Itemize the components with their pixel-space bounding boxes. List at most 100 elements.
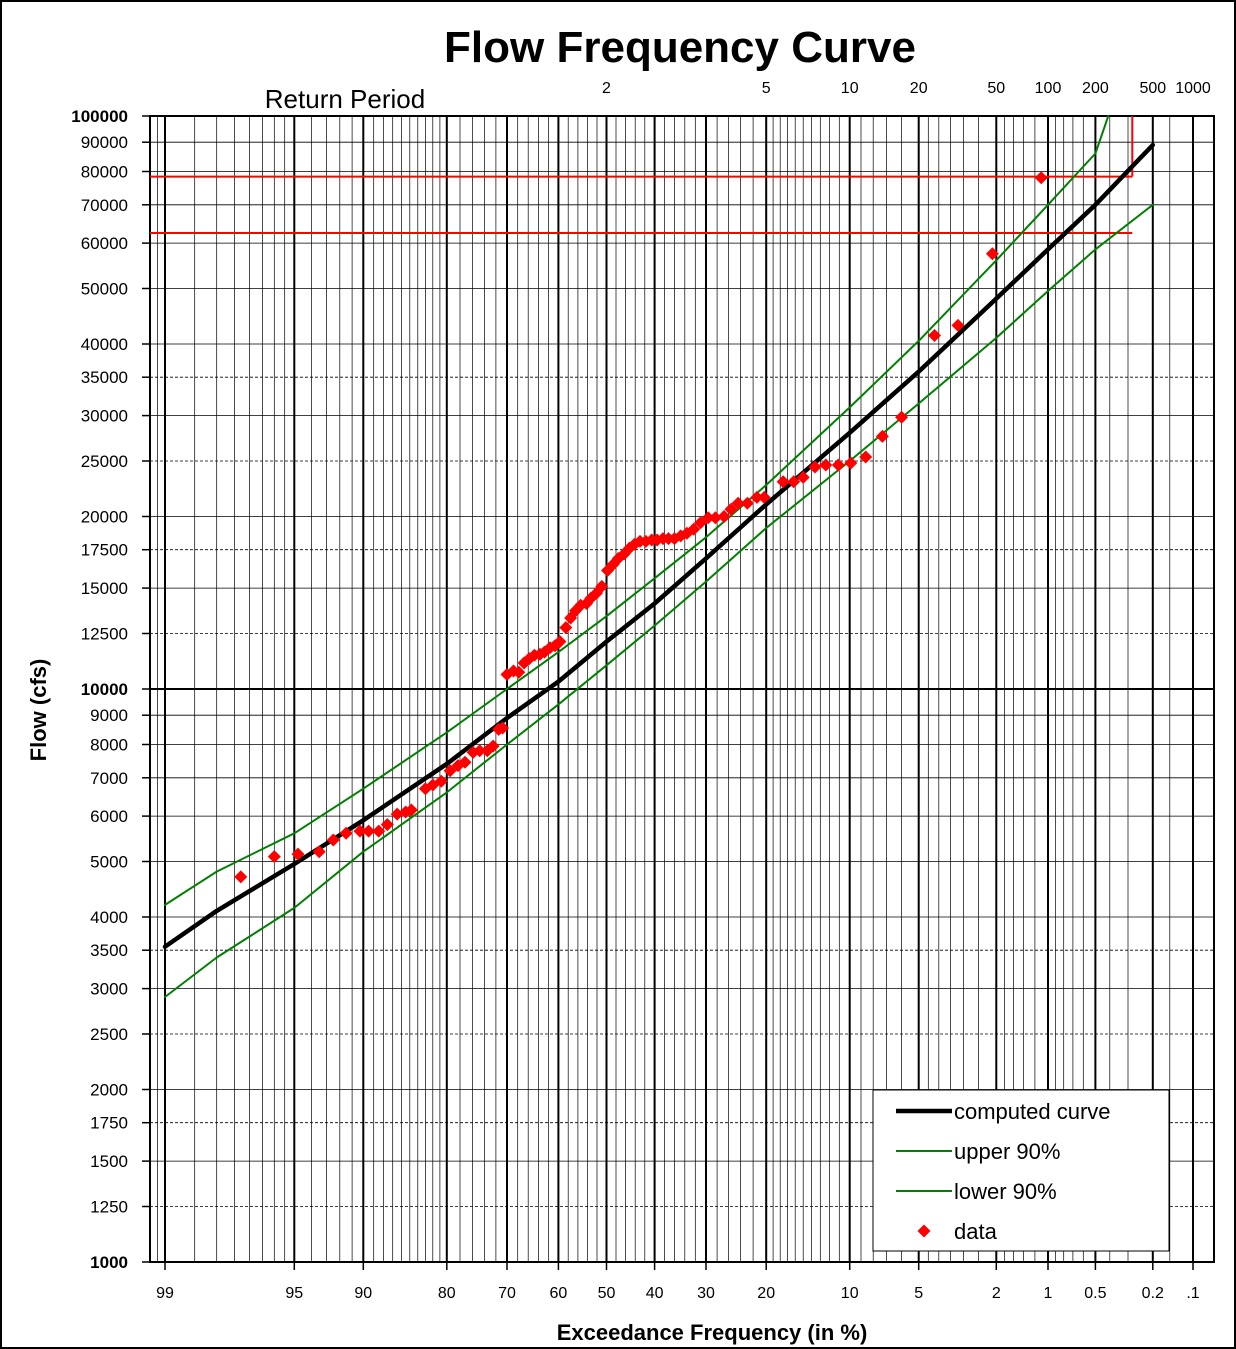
data-point (724, 502, 738, 516)
data-point (985, 247, 999, 261)
y-tick-label: 3000 (90, 980, 128, 999)
data-point (339, 826, 353, 840)
y-tick-label: 1250 (90, 1198, 128, 1217)
data-point (458, 755, 472, 769)
series (162, 115, 1156, 998)
x-tick-label: 80 (438, 1285, 456, 1302)
x-tick-label: 0.5 (1084, 1285, 1106, 1302)
data-point (267, 850, 281, 864)
y-tick-label: 9000 (90, 706, 128, 725)
x-tick-label: 20 (757, 1285, 775, 1302)
x-tick-label: 50 (598, 1285, 616, 1302)
data-point (353, 824, 367, 838)
y-tick-label: 60000 (81, 234, 128, 253)
data-point (701, 511, 715, 525)
x-tick-label: 10 (841, 1285, 859, 1302)
series-line-lower-90- (164, 203, 1154, 998)
x-tick-label: 70 (498, 1285, 516, 1302)
data-point (787, 475, 801, 489)
y-tick-label: 30000 (81, 407, 128, 426)
y-tick-label: 50000 (81, 280, 128, 299)
data-point (559, 621, 573, 635)
y-tick-label: 90000 (81, 133, 128, 152)
data-point (404, 803, 418, 817)
data-point (844, 456, 858, 470)
y-tick-label: 25000 (81, 452, 128, 471)
y-axis-ticks: 100000 90000 80000 70000 60000 50000 40000 3500… (71, 107, 150, 1272)
data-point (553, 635, 567, 649)
return-period-tick-label: 5 (762, 80, 771, 97)
data-point (819, 458, 833, 472)
y-tick-label: 2500 (90, 1025, 128, 1044)
y-tick-label: 100000 (71, 107, 128, 126)
data-point (687, 522, 701, 536)
x-tick-label: 40 (646, 1285, 664, 1302)
data-point (380, 818, 394, 832)
y-tick-label: 40000 (81, 335, 128, 354)
x-tick-label: 95 (285, 1285, 303, 1302)
y-tick-label: 4000 (90, 908, 128, 927)
y-tick-label: 5000 (90, 853, 128, 872)
y-tick-label: 8000 (90, 736, 128, 755)
y-tick-label: 1500 (90, 1152, 128, 1171)
return-period-tick-label: 200 (1082, 80, 1109, 97)
y-tick-label: 2000 (90, 1081, 128, 1100)
x-tick-label: 99 (156, 1285, 174, 1302)
x-tick-label: 30 (697, 1285, 715, 1302)
data-point (757, 490, 771, 504)
legend-label: computed curve (954, 1099, 1111, 1124)
y-tick-label: 35000 (81, 368, 128, 387)
data-point (496, 721, 510, 735)
y-tick-label: 80000 (81, 163, 128, 182)
x-tick-label: 1 (1044, 1285, 1053, 1302)
series-line-computed-curve (162, 142, 1156, 949)
y-tick-label: 15000 (81, 579, 128, 598)
x-tick-label: 90 (354, 1285, 372, 1302)
legend-box (872, 1089, 1170, 1252)
data-point (1034, 171, 1048, 185)
data-point (595, 579, 609, 593)
x-axis-label: Exceedance Frequency (in %) (557, 1320, 868, 1345)
data-point (512, 665, 526, 679)
return-period-tick-label: 100 (1035, 80, 1062, 97)
y-tick-label: 1000 (90, 1253, 128, 1272)
return-period-label: Return Period (265, 84, 425, 114)
data-point (928, 329, 941, 342)
data-point (951, 318, 965, 332)
data-point (234, 870, 248, 884)
x-tick-label: 5 (914, 1285, 923, 1302)
x-tick-label: 2 (992, 1285, 1001, 1302)
data-point (740, 496, 754, 510)
y-tick-label: 7000 (90, 769, 128, 788)
legend-label: lower 90% (954, 1179, 1057, 1204)
data-point (796, 470, 810, 484)
data-point (831, 458, 845, 472)
data-point (486, 739, 500, 753)
y-tick-label: 6000 (90, 807, 128, 826)
y-tick-label: 1750 (90, 1114, 128, 1133)
y-axis-label: Flow (cfs) (26, 659, 51, 762)
y-tick-label: 70000 (81, 196, 128, 215)
data-point (362, 824, 376, 838)
x-tick-label: 0.2 (1142, 1285, 1164, 1302)
return-period-tick-label: 20 (910, 80, 928, 97)
data-point (895, 410, 909, 424)
data-point (312, 845, 326, 859)
return-period-tick-label: 50 (987, 80, 1005, 97)
return-period-tick-label: 1000 (1175, 80, 1211, 97)
data-point (731, 496, 745, 510)
data-point (859, 450, 873, 464)
return-period-tick-label: 10 (841, 80, 859, 97)
data-point (372, 824, 386, 838)
legend-label: upper 90% (954, 1139, 1060, 1164)
y-tick-label: 12500 (81, 625, 128, 644)
data-point (808, 460, 822, 474)
data-point (434, 774, 448, 788)
return-period-tick-label: 2 (602, 80, 611, 97)
chart-title: Flow Frequency Curve (444, 23, 916, 72)
y-tick-label: 10000 (81, 680, 128, 699)
y-tick-label: 17500 (81, 541, 128, 560)
x-tick-label: .1 (1186, 1285, 1199, 1302)
data-point (717, 510, 731, 523)
